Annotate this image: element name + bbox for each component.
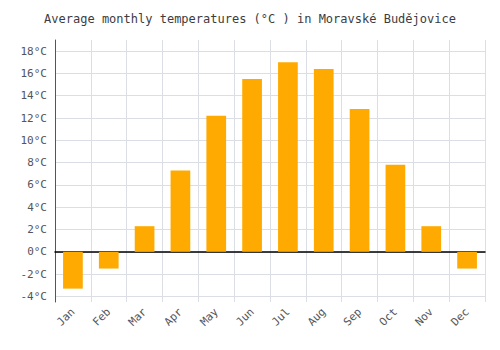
svg-text:Sep: Sep [341,305,364,328]
svg-text:Average monthly temperatures (: Average monthly temperatures (°C ) in Mo… [44,12,456,26]
svg-text:Jan: Jan [54,305,77,328]
svg-text:-4°C: -4°C [21,290,48,303]
svg-text:May: May [198,305,221,328]
svg-text:8°C: 8°C [27,156,47,169]
svg-text:Aug: Aug [305,305,328,328]
svg-text:6°C: 6°C [27,178,47,191]
svg-text:Nov: Nov [413,305,436,328]
svg-text:Dec: Dec [448,305,471,328]
svg-text:-2°C: -2°C [21,268,48,281]
svg-text:14°C: 14°C [21,89,48,102]
svg-text:Apr: Apr [162,305,185,328]
svg-text:4°C: 4°C [27,201,47,214]
svg-text:0°C: 0°C [27,245,47,258]
svg-text:Jun: Jun [233,305,256,328]
svg-text:10°C: 10°C [21,134,48,147]
svg-text:Mar: Mar [126,305,149,328]
svg-text:Feb: Feb [90,305,113,328]
svg-text:12°C: 12°C [21,112,48,125]
svg-text:18°C: 18°C [21,45,48,58]
svg-text:2°C: 2°C [27,223,47,236]
svg-text:Jul: Jul [269,305,292,328]
svg-text:Oct: Oct [377,305,400,328]
svg-text:16°C: 16°C [21,67,48,80]
